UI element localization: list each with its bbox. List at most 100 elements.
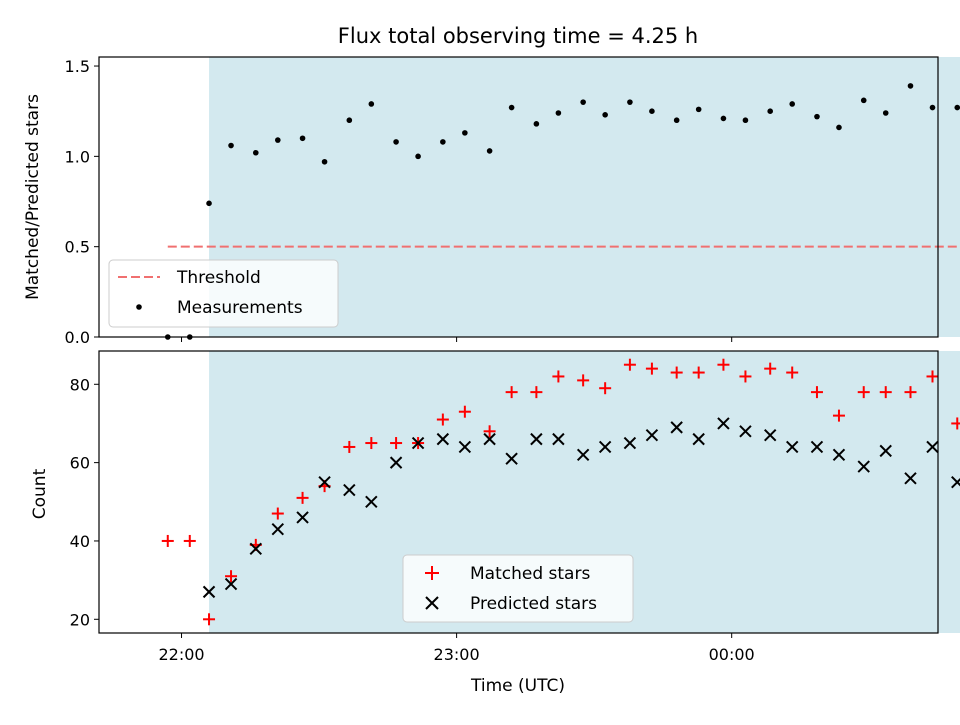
predicted-point-b [857, 460, 870, 473]
matched-point [832, 409, 845, 422]
ratio-y-axis: 0.0 0.5 1.0 1.5 [65, 57, 99, 347]
predicted-point-b [879, 444, 892, 458]
measurement-point [321, 158, 328, 165]
measurement-point [206, 200, 212, 207]
predicted-point-b [926, 440, 939, 454]
predicted-point-b [224, 577, 238, 591]
predicted-point-b [483, 432, 496, 446]
measurement-point [393, 139, 399, 145]
measurement-point [789, 101, 796, 107]
predicted-point [951, 476, 960, 489]
counts-marks [161, 358, 960, 626]
measurement-point [695, 106, 702, 113]
ratio-x-ticks [181, 337, 733, 342]
matched-point [458, 405, 471, 418]
matched-point [926, 370, 939, 383]
chart-title: Flux total observing time = 4.25 h [338, 24, 698, 48]
predicted-point [645, 429, 659, 442]
measurement-point [814, 113, 820, 120]
measurement-point [836, 124, 842, 131]
measurement-point [929, 104, 936, 111]
matched-point [483, 425, 496, 438]
matched-point [786, 366, 799, 379]
counts-y-axis-label: Count [30, 468, 50, 519]
predicted-point [202, 585, 216, 599]
predicted-point-b [576, 448, 590, 461]
matched-point [623, 358, 636, 371]
matched-point [271, 507, 284, 520]
predicted-point [483, 432, 496, 446]
predicted-point [810, 440, 824, 454]
predicted-point [598, 440, 612, 454]
matched-point [552, 370, 565, 383]
predicted-point [296, 511, 309, 524]
x-tick-label: 22:00 [158, 645, 204, 664]
predicted-point-b [458, 440, 472, 454]
predicted-point-b [739, 425, 752, 438]
predicted-point [692, 432, 705, 446]
predicted-point [832, 448, 846, 461]
legend-predicted-label: Predicted stars [470, 594, 597, 614]
predicted-point-b [763, 429, 777, 442]
matched-point [225, 570, 238, 583]
measurement-point [440, 139, 446, 145]
legend-matched-swatch [425, 566, 439, 580]
predicted-point [763, 429, 777, 442]
measurement-point [462, 130, 468, 136]
measurement-point [627, 99, 633, 105]
counts-legend: Matched stars Predicted stars [402, 554, 634, 623]
predicted-point [389, 456, 403, 469]
predicted-point-b [904, 472, 917, 485]
ratio-marks [164, 83, 960, 340]
matched-point [645, 362, 658, 375]
predicted-point [365, 495, 378, 508]
predicted-point [249, 542, 263, 555]
legend-matched-label: Matched stars [470, 564, 590, 584]
predicted-point [458, 440, 472, 454]
matched-point [505, 386, 518, 399]
legend-measurements-swatch [136, 304, 142, 310]
predicted-point-b [505, 452, 518, 465]
y-tick-label: 40 [70, 532, 90, 551]
ratio-panel: 0.0 0.5 1.0 1.5 Matched/Predicted stars Thr… [23, 56, 960, 347]
matched-point [810, 386, 823, 399]
legend-measurements-label: Measurements [177, 298, 303, 318]
measurement-point [860, 97, 867, 104]
predicted-point [436, 432, 450, 446]
predicted-point-b [717, 417, 730, 430]
matched-point [577, 374, 590, 387]
matched-point [183, 534, 196, 547]
y-tick-label: 80 [70, 375, 90, 394]
measurement-point [508, 104, 515, 111]
predicted-point [670, 421, 683, 434]
predicted-point-b [692, 432, 705, 446]
predicted-point-b [832, 448, 846, 461]
measurement-point [954, 104, 960, 111]
measurement-point [346, 117, 353, 124]
ratio-plot-frame [98, 56, 939, 338]
matched-point [436, 413, 449, 426]
matched-point [879, 386, 892, 399]
measurement-point [907, 83, 914, 89]
measurement-point [580, 99, 586, 105]
measurement-point [252, 149, 259, 156]
predicted-point-b [598, 440, 612, 454]
matched-point [739, 370, 752, 383]
predicted-point [926, 440, 939, 454]
x-tick-label: 23:00 [434, 645, 480, 664]
predicted-point [552, 432, 565, 446]
measurement-point [415, 153, 421, 160]
measurement-point [767, 108, 773, 114]
matched-point [161, 534, 174, 547]
y-tick-label: 1.5 [65, 57, 90, 76]
predicted-point-b [411, 436, 425, 450]
matched-point [764, 362, 777, 375]
predicted-point-b [271, 523, 285, 536]
y-tick-label: 60 [70, 454, 90, 473]
legend-predicted-swatch [425, 596, 439, 610]
predicted-point-b [552, 432, 565, 446]
y-tick-label: 1.0 [65, 147, 90, 166]
predicted-point [224, 577, 238, 591]
